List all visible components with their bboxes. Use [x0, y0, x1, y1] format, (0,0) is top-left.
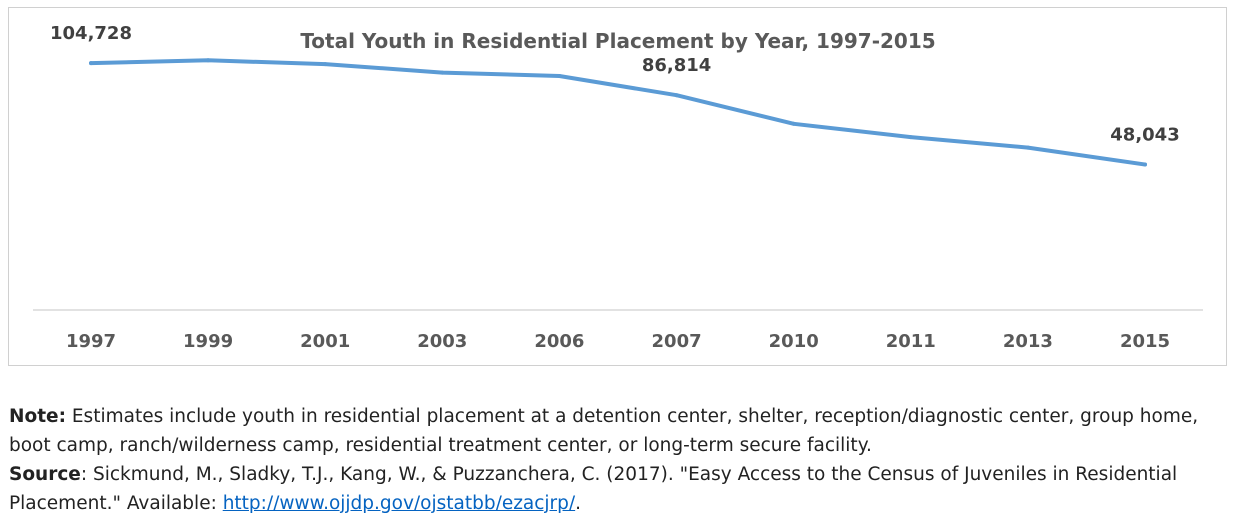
line-chart: Total Youth in Residential Placement by …	[33, 23, 1203, 352]
data-point-2003	[440, 70, 445, 75]
data-label-2015: 48,043	[1110, 125, 1179, 146]
data-point-2013	[1025, 145, 1030, 150]
x-axis-ticks: 1997 1999 2001 2003 2006 2007 2010 2011 2013 2015	[66, 331, 1170, 352]
data-label-2007: 86,814	[642, 55, 711, 76]
data-point-2015	[1143, 162, 1147, 167]
x-tick-label-2006: 2006	[534, 331, 584, 352]
series-layer	[89, 58, 1147, 167]
source-end: .	[575, 493, 582, 514]
series-line	[89, 58, 1147, 167]
x-tick-label-2007: 2007	[652, 331, 702, 352]
x-tick-label-2001: 2001	[300, 331, 350, 352]
data-labels: 104,728 86,814 48,043	[50, 23, 1180, 145]
x-tick-label-2015: 2015	[1120, 331, 1170, 352]
note-text: Estimates include youth in residential p…	[9, 406, 1199, 456]
data-point-2010	[791, 121, 796, 126]
data-point-2006	[557, 74, 562, 78]
x-tick-label-1997: 1997	[66, 331, 116, 352]
chart-notes: Note: Estimates include youth in residen…	[9, 402, 1231, 518]
data-point-1999	[206, 58, 211, 63]
x-tick-label-1999: 1999	[183, 331, 233, 352]
x-tick-label-2011: 2011	[886, 331, 936, 352]
data-point-2007	[674, 93, 679, 98]
source-link[interactable]: http://www.ojjdp.gov/ojstatbb/ezacjrp/	[222, 493, 576, 514]
chart-title: Total Youth in Residential Placement by …	[300, 29, 935, 53]
source-text: : Sickmund, M., Sladky, T.J., Kang, W., …	[9, 464, 1178, 514]
data-point-2001	[323, 62, 328, 67]
note-label: Note:	[9, 406, 66, 427]
source-label: Source	[9, 464, 81, 485]
data-point-2011	[908, 135, 913, 140]
data-label-1997: 104,728	[50, 23, 132, 44]
x-tick-label-2003: 2003	[417, 331, 467, 352]
source-paragraph: Source: Sickmund, M., Sladky, T.J., Kang…	[9, 460, 1231, 518]
x-tick-label-2013: 2013	[1003, 331, 1053, 352]
data-point-1997	[89, 61, 93, 66]
note-paragraph: Note: Estimates include youth in residen…	[9, 402, 1231, 460]
chart-frame	[8, 7, 1227, 366]
x-tick-label-2010: 2010	[769, 331, 819, 352]
